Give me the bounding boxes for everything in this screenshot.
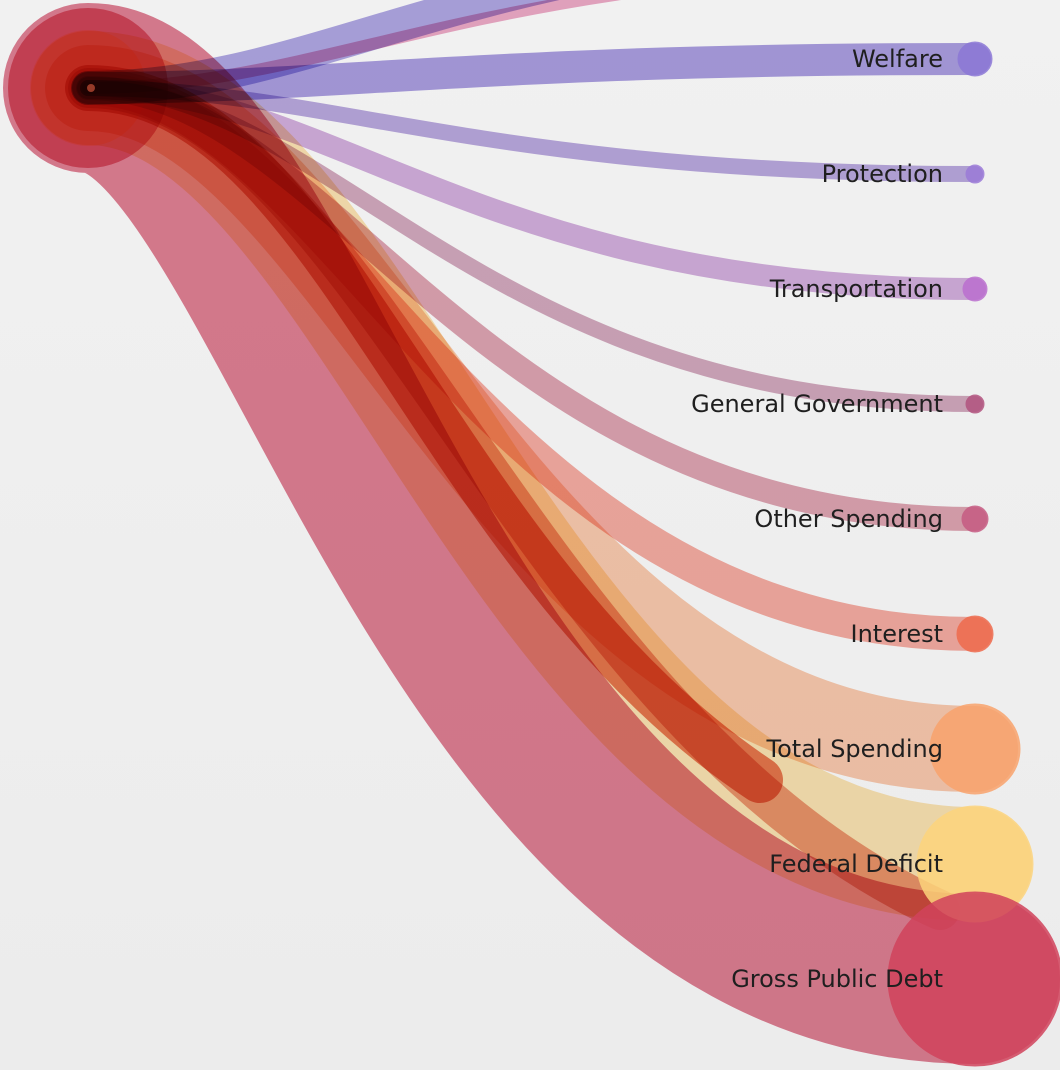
label-welfare: Welfare	[852, 45, 943, 73]
node-general-government[interactable]	[965, 394, 985, 414]
label-general-government: General Government	[691, 390, 943, 418]
node-transportation[interactable]	[962, 276, 988, 302]
label-federal-deficit: Federal Deficit	[769, 850, 943, 878]
flow-layer	[3, 0, 1060, 1064]
origin-dot[interactable]	[87, 84, 95, 92]
node-total-spending[interactable]	[929, 703, 1021, 795]
label-protection: Protection	[822, 160, 943, 188]
flow-accent-lower	[68, 68, 960, 930]
node-protection[interactable]	[965, 164, 985, 184]
node-interest[interactable]	[956, 615, 994, 653]
node-layer	[887, 41, 1060, 1067]
label-gross-public-debt: Gross Public Debt	[731, 965, 943, 993]
origin-layer	[87, 84, 95, 92]
label-transportation: Transportation	[769, 275, 943, 303]
label-total-spending: Total Spending	[766, 735, 943, 763]
label-other-spending: Other Spending	[754, 505, 943, 533]
label-layer: Welfare Protection Transportation General G…	[691, 45, 943, 993]
node-welfare[interactable]	[957, 41, 993, 77]
node-gross-public-debt[interactable]	[887, 891, 1060, 1067]
node-other-spending[interactable]	[961, 505, 989, 533]
label-interest: Interest	[851, 620, 943, 648]
flow-gross-public-debt	[3, 3, 1060, 1064]
